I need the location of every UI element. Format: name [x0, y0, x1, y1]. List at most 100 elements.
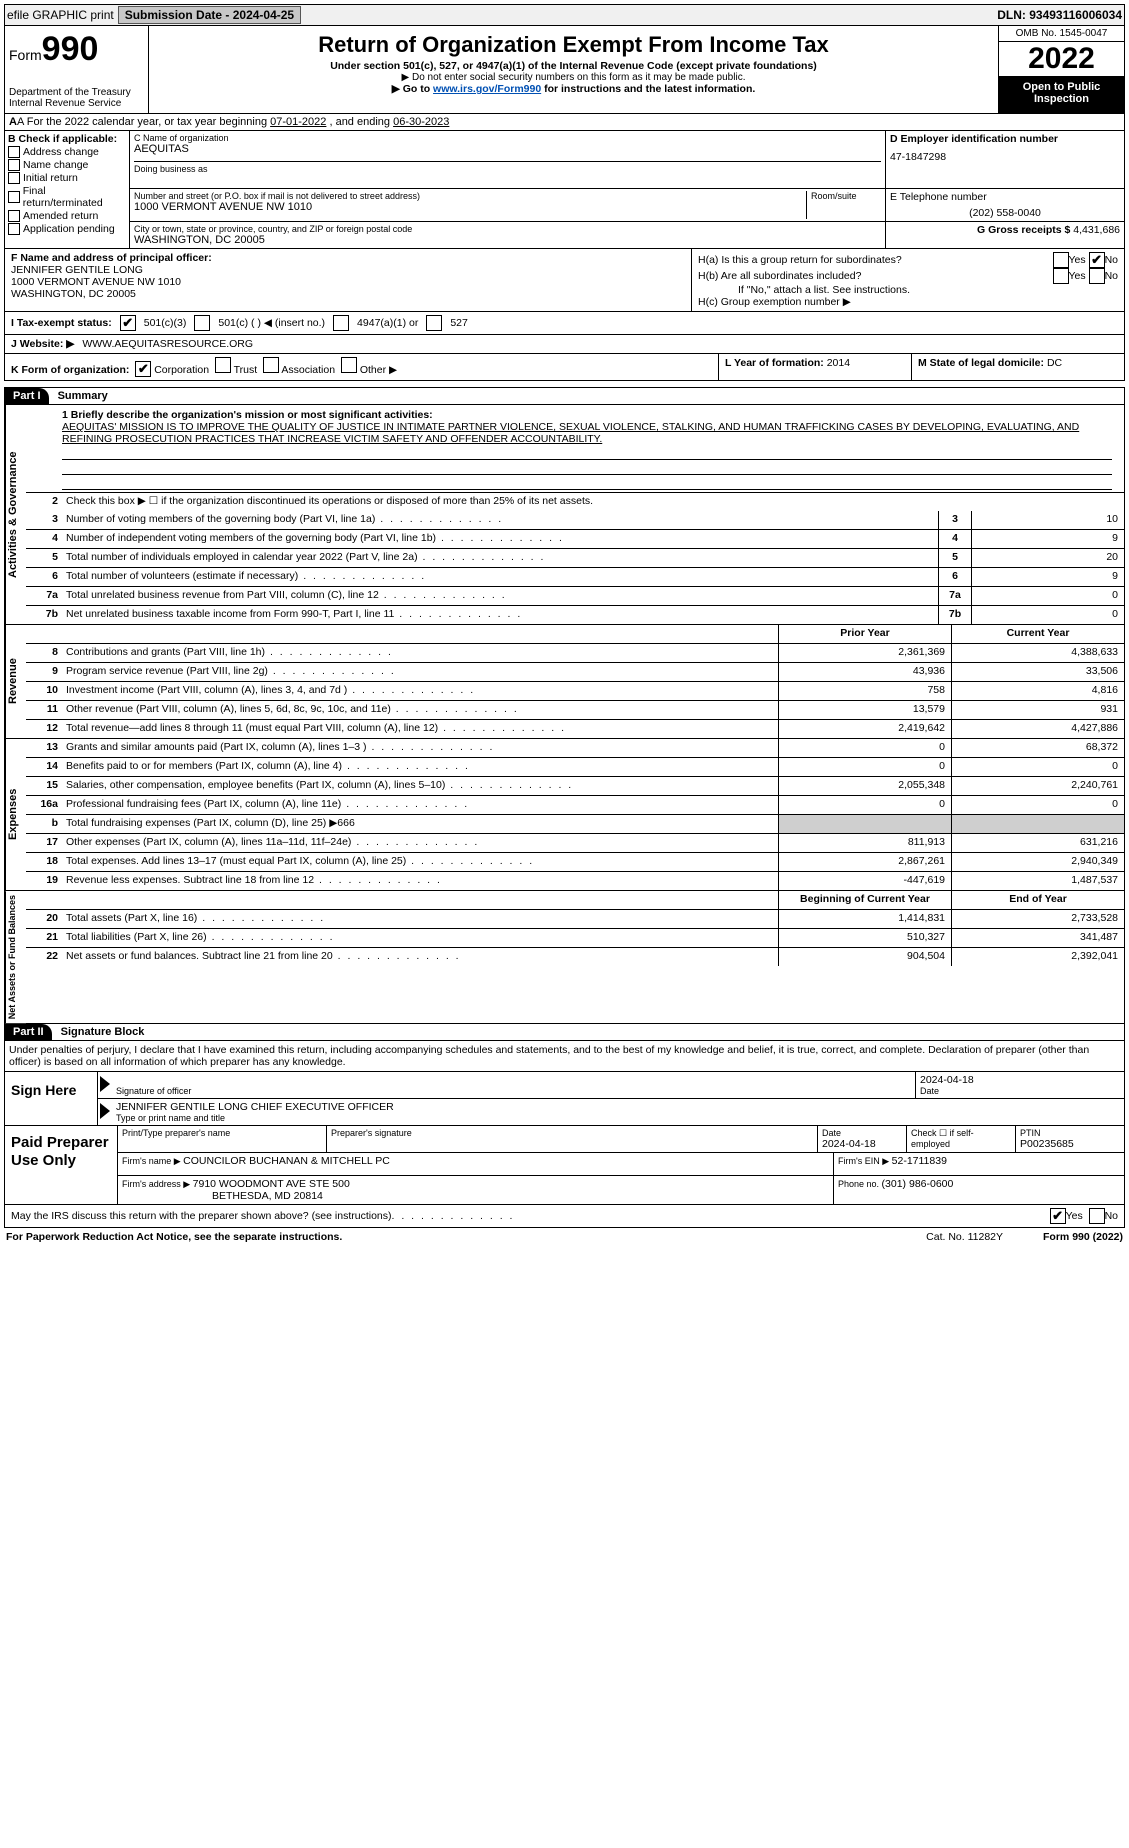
chk-527[interactable]	[426, 315, 442, 331]
goto-line: ▶ Go to www.irs.gov/Form990 for instruct…	[155, 83, 992, 95]
chk-trust[interactable]	[215, 357, 231, 373]
exp-line: bTotal fundraising expenses (Part IX, co…	[26, 814, 1124, 833]
rev-line: 10Investment income (Part VIII, column (…	[26, 681, 1124, 700]
chk-501c3[interactable]: ✔	[120, 315, 136, 331]
chk-corporation[interactable]: ✔	[135, 361, 151, 377]
gov-line: 4Number of independent voting members of…	[26, 529, 1124, 548]
gov-line: 6Total number of volunteers (estimate if…	[26, 567, 1124, 586]
dept-label: Department of the Treasury	[9, 87, 144, 98]
col-cde: C Name of organization AEQUITAS Doing bu…	[130, 131, 1124, 248]
street-address: 1000 VERMONT AVENUE NW 1010	[134, 201, 806, 213]
col-b-checkboxes: B Check if applicable: Address change Na…	[5, 131, 130, 248]
part2-badge: Part II	[5, 1024, 52, 1040]
chk-association[interactable]	[263, 357, 279, 373]
part2-title: Signature Block	[55, 1024, 151, 1040]
dln-label: DLN: 93493116006034	[997, 8, 1122, 22]
form-subtitle: Under section 501(c), 527, or 4947(a)(1)…	[155, 60, 992, 72]
part1-header-row: Part I Summary	[4, 387, 1125, 405]
firm-ein: 52-1711839	[892, 1155, 947, 1167]
chk-hb-no[interactable]	[1089, 268, 1105, 284]
rev-line: 12Total revenue—add lines 8 through 11 (…	[26, 719, 1124, 738]
firm-name: COUNCILOR BUCHANAN & MITCHELL PC	[183, 1155, 390, 1167]
chk-discuss-no[interactable]	[1089, 1208, 1105, 1224]
rev-line: 9Program service revenue (Part VIII, lin…	[26, 662, 1124, 681]
form-label-footer: Form 990 (2022)	[1043, 1231, 1123, 1243]
exp-line: 17Other expenses (Part IX, column (A), l…	[26, 833, 1124, 852]
revenue-section: Revenue Prior Year Current Year 8Contrib…	[4, 625, 1125, 739]
discuss-row: May the IRS discuss this return with the…	[4, 1205, 1125, 1228]
chk-4947[interactable]	[333, 315, 349, 331]
open-to-public: Open to Public Inspection	[999, 77, 1124, 113]
row-m-domicile: M State of legal domicile: DC	[912, 354, 1124, 380]
ptin-value: P00235685	[1020, 1138, 1120, 1150]
city-value: WASHINGTON, DC 20005	[134, 234, 881, 246]
expenses-section: Expenses 13Grants and similar amounts pa…	[4, 739, 1125, 891]
chk-other[interactable]	[341, 357, 357, 373]
exp-line: 14Benefits paid to or for members (Part …	[26, 757, 1124, 776]
exp-line: 13Grants and similar amounts paid (Part …	[26, 739, 1124, 757]
firm-phone: (301) 986-0600	[882, 1178, 954, 1190]
exp-line: 15Salaries, other compensation, employee…	[26, 776, 1124, 795]
form-header: Form990 Department of the Treasury Inter…	[4, 26, 1125, 114]
part1-title: Summary	[52, 388, 114, 404]
sign-here-label: Sign Here	[5, 1072, 98, 1125]
officer-name-title: JENNIFER GENTILE LONG CHIEF EXECUTIVE OF…	[116, 1101, 1120, 1113]
ssn-warning: ▶ Do not enter social security numbers o…	[155, 72, 992, 83]
chk-discuss-yes[interactable]: ✔	[1050, 1208, 1066, 1224]
part2-header-row: Part II Signature Block	[4, 1024, 1125, 1041]
irs-link[interactable]: www.irs.gov/Form990	[433, 83, 541, 95]
gross-receipts-value: 4,431,686	[1073, 224, 1120, 236]
form-number: Form990	[9, 30, 144, 69]
address-cell: Number and street (or P.O. box if mail i…	[130, 189, 886, 221]
header-right: OMB No. 1545-0047 2022 Open to Public In…	[998, 26, 1124, 113]
principal-officer: F Name and address of principal officer:…	[5, 249, 692, 311]
paid-preparer-label: Paid Preparer Use Only	[5, 1126, 118, 1204]
side-revenue: Revenue	[5, 625, 26, 738]
penalties-text: Under penalties of perjury, I declare th…	[4, 1041, 1125, 1072]
form-title: Return of Organization Exempt From Incom…	[155, 32, 992, 58]
chk-final-return[interactable]: Final return/terminated	[8, 185, 126, 209]
chk-amended-return[interactable]: Amended return	[8, 210, 126, 222]
line1-mission: 1 Briefly describe the organization's mi…	[26, 405, 1124, 492]
telephone-value: (202) 558-0040	[890, 207, 1120, 219]
chk-hb-yes[interactable]	[1053, 268, 1069, 284]
netassets-section: Net Assets or Fund Balances Beginning of…	[4, 891, 1125, 1024]
chk-501c[interactable]	[194, 315, 210, 331]
cat-number: Cat. No. 11282Y	[926, 1231, 1003, 1243]
org-name-cell: C Name of organization AEQUITAS Doing bu…	[130, 131, 886, 188]
sign-here-block: Sign Here Signature of officer 2024-04-1…	[4, 1072, 1125, 1126]
net-line: 22Net assets or fund balances. Subtract …	[26, 947, 1124, 966]
row-k-form-org: K Form of organization: ✔ Corporation Tr…	[5, 354, 719, 380]
chk-application-pending[interactable]: Application pending	[8, 223, 126, 235]
tax-year: 2022	[999, 42, 1124, 77]
mission-text: AEQUITAS' MISSION IS TO IMPROVE THE QUAL…	[62, 421, 1079, 445]
exp-line: 16aProfessional fundraising fees (Part I…	[26, 795, 1124, 814]
chk-name-change[interactable]: Name change	[8, 159, 126, 171]
triangle-icon	[100, 1103, 110, 1119]
telephone-cell: E Telephone number (202) 558-0040	[886, 189, 1124, 221]
gov-line: 7aTotal unrelated business revenue from …	[26, 586, 1124, 605]
officer-name: JENNIFER GENTILE LONG	[11, 264, 143, 276]
chk-address-change[interactable]: Address change	[8, 146, 126, 158]
paid-preparer-block: Paid Preparer Use Only Print/Type prepar…	[4, 1126, 1125, 1205]
row-j-website: J Website: ▶ WWW.AEQUITASRESOURCE.ORG	[4, 335, 1125, 354]
chk-initial-return[interactable]: Initial return	[8, 172, 126, 184]
triangle-icon	[100, 1076, 110, 1092]
ein-value: 47-1847298	[890, 151, 1120, 163]
city-cell: City or town, state or province, country…	[130, 222, 886, 248]
page-footer: For Paperwork Reduction Act Notice, see …	[4, 1228, 1125, 1246]
side-activities: Activities & Governance	[5, 405, 26, 624]
gov-line: 5Total number of individuals employed in…	[26, 548, 1124, 567]
row-fh: F Name and address of principal officer:…	[4, 249, 1125, 312]
chk-ha-yes[interactable]	[1053, 252, 1069, 268]
side-netassets: Net Assets or Fund Balances	[5, 891, 26, 1023]
sign-date: 2024-04-18	[920, 1074, 1120, 1086]
submission-date-button[interactable]: Submission Date - 2024-04-25	[118, 6, 301, 24]
chk-ha-no[interactable]: ✔	[1089, 252, 1105, 268]
row-i-tax-exempt: I Tax-exempt status: ✔501(c)(3) 501(c) (…	[4, 312, 1125, 335]
exp-line: 19Revenue less expenses. Subtract line 1…	[26, 871, 1124, 890]
gov-line: 7bNet unrelated business taxable income …	[26, 605, 1124, 624]
header-center: Return of Organization Exempt From Incom…	[149, 26, 998, 113]
net-line: 21Total liabilities (Part X, line 26)510…	[26, 928, 1124, 947]
exp-line: 18Total expenses. Add lines 13–17 (must …	[26, 852, 1124, 871]
